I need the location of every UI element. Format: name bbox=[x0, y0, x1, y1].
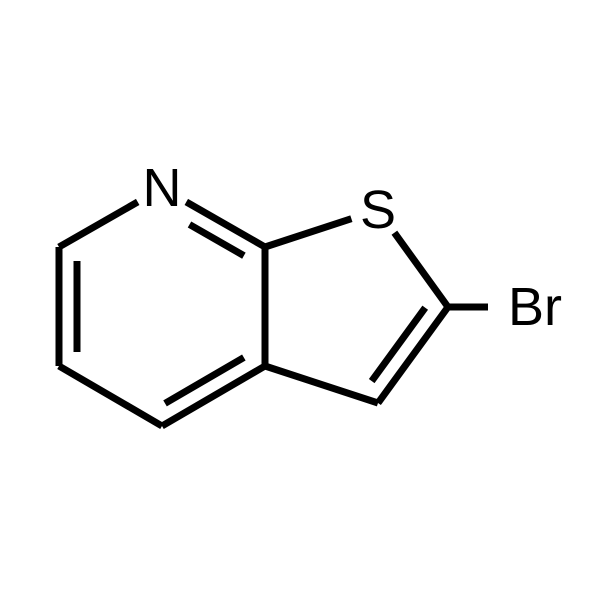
molecule-diagram: N S Br bbox=[0, 0, 600, 600]
atom-label: N bbox=[143, 158, 182, 218]
atom-label: S bbox=[360, 180, 396, 240]
atom-label: Br bbox=[508, 277, 562, 337]
